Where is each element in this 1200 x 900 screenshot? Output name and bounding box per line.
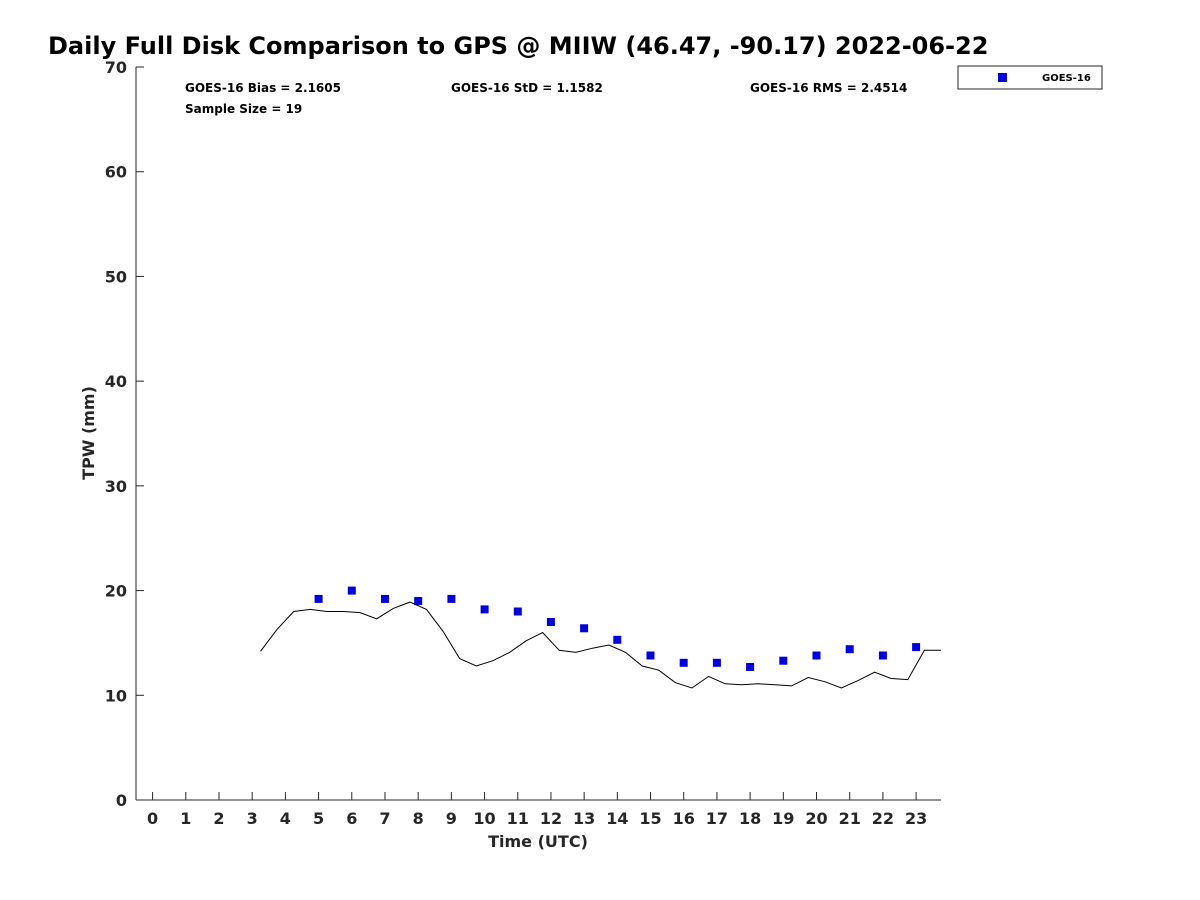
series-layer xyxy=(260,586,941,689)
x-tick-label: 21 xyxy=(839,809,861,828)
rms-stat: GOES-16 RMS = 2.4514 xyxy=(750,81,907,95)
x-tick-label: 12 xyxy=(540,809,562,828)
x-tick-label: 4 xyxy=(280,809,291,828)
std-stat: GOES-16 StD = 1.1582 xyxy=(451,81,603,95)
x-tick-label: 7 xyxy=(379,809,390,828)
x-tick-label: 16 xyxy=(673,809,695,828)
x-axis-label: Time (UTC) xyxy=(488,832,588,851)
x-tick-label: 13 xyxy=(573,809,595,828)
goes16-point xyxy=(646,651,655,660)
goes16-point xyxy=(845,645,854,654)
goes16-point xyxy=(580,624,589,633)
legend: GOES-16 xyxy=(957,65,1103,90)
chart-title: Daily Full Disk Comparison to GPS @ MIIW… xyxy=(48,32,988,60)
x-tick-label: 17 xyxy=(706,809,728,828)
y-tick-label: 60 xyxy=(105,163,127,182)
goes16-point xyxy=(447,594,456,603)
x-tick-label: 2 xyxy=(213,809,224,828)
y-tick-label: 50 xyxy=(105,267,127,286)
x-tick-label: 10 xyxy=(473,809,495,828)
goes16-point xyxy=(912,643,921,652)
reference-line xyxy=(260,601,941,689)
y-tick-label: 20 xyxy=(105,582,127,601)
y-tick-label: 30 xyxy=(105,477,127,496)
goes16-point xyxy=(513,607,522,616)
legend-marker xyxy=(998,73,1007,82)
goes16-point xyxy=(314,594,323,603)
x-tick-label: 18 xyxy=(739,809,761,828)
y-tick-label: 0 xyxy=(116,791,127,810)
x-tick-label: 8 xyxy=(413,809,424,828)
sample-size-stat: Sample Size = 19 xyxy=(185,102,302,116)
y-tick-label: 70 xyxy=(105,58,127,77)
y-ticks: 0 10 20 30 40 50 60 70 xyxy=(105,58,144,810)
legend-box xyxy=(957,65,1103,90)
x-tick-label: 0 xyxy=(147,809,158,828)
x-tick-label: 20 xyxy=(805,809,827,828)
x-tick-label: 6 xyxy=(346,809,357,828)
goes16-point xyxy=(546,618,555,626)
x-tick-label: 19 xyxy=(772,809,794,828)
goes16-point xyxy=(712,658,721,667)
legend-label: GOES-16 xyxy=(1042,73,1091,84)
goes16-point xyxy=(347,586,356,595)
goes16-point xyxy=(414,597,423,605)
x-tick-label: 1 xyxy=(180,809,191,828)
goes16-point xyxy=(381,594,389,603)
x-tick-label: 15 xyxy=(639,809,661,828)
y-tick-label: 40 xyxy=(105,372,127,391)
x-tick-label: 5 xyxy=(313,809,324,828)
y-axis-label: TPW (mm) xyxy=(79,386,98,480)
goes16-point xyxy=(878,651,887,660)
x-tick-label: 14 xyxy=(606,809,628,828)
goes16-point xyxy=(746,663,755,671)
x-tick-label: 23 xyxy=(905,809,927,828)
x-tick-label: 9 xyxy=(446,809,457,828)
goes16-point xyxy=(679,658,688,667)
goes16-point xyxy=(779,656,788,665)
bias-stat: GOES-16 Bias = 2.1605 xyxy=(185,81,341,95)
goes16-point xyxy=(613,635,622,644)
x-tick-label: 3 xyxy=(247,809,258,828)
goes16-point xyxy=(480,605,489,614)
x-tick-label: 22 xyxy=(872,809,894,828)
goes16-point xyxy=(812,651,821,660)
y-tick-label: 10 xyxy=(105,686,127,705)
x-ticks: 0 1 2 3 4 5 6 7 8 9 10 11 12 13 14 15 16 17 18 19 20 21 22 23 xyxy=(147,792,927,828)
x-tick-label: 11 xyxy=(507,809,529,828)
